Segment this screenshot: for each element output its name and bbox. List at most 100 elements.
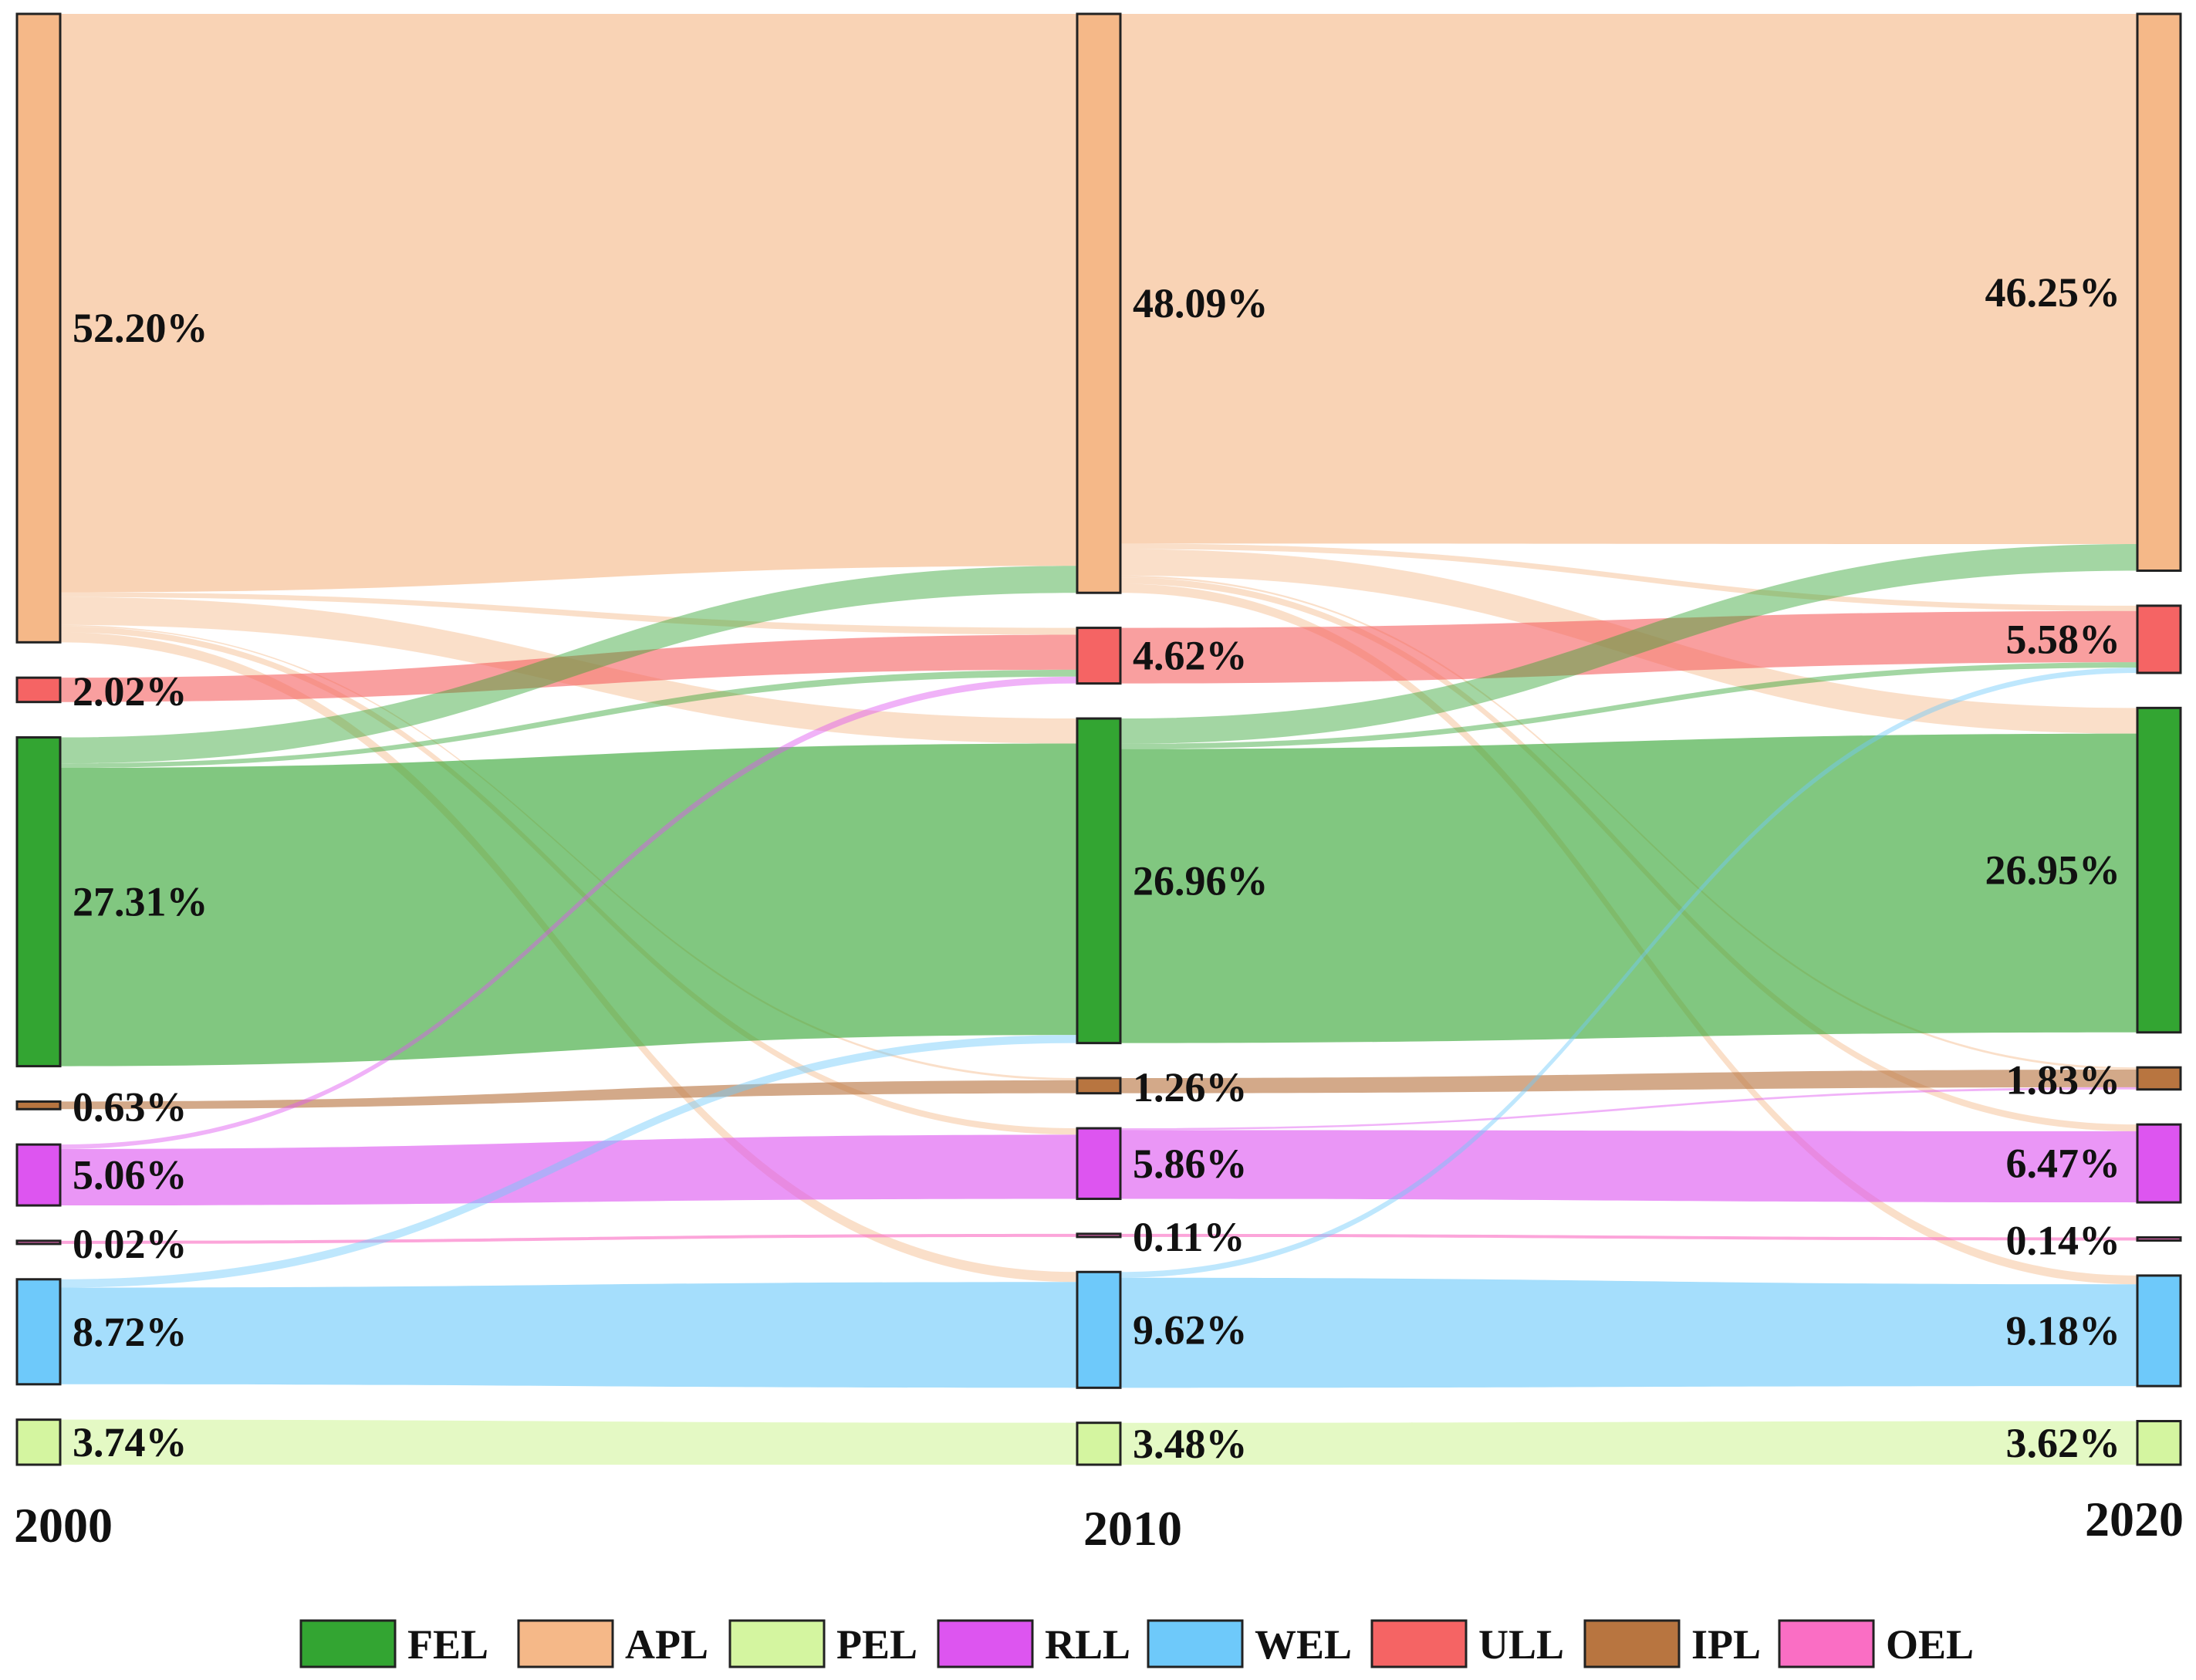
node-2000-pel	[15, 1418, 62, 1466]
label-2000-fel: 27.31%	[73, 879, 208, 925]
label-2000-ull: 2.02%	[73, 668, 188, 715]
legend-swatch-wel	[1147, 1619, 1244, 1668]
node-2000-ipl	[15, 1100, 62, 1110]
legend-swatch-apl	[517, 1619, 614, 1668]
label-2000-wel: 8.72%	[73, 1309, 188, 1355]
legend-item-ull: ULL	[1370, 1619, 1564, 1668]
flow-2000-2010-wel-to-wel	[60, 1282, 1077, 1388]
label-2010-wel: 9.62%	[1133, 1306, 1248, 1353]
flow-2000-2010-pel-to-pel	[60, 1419, 1077, 1465]
flow-2000-2010-rll-to-rll	[60, 1134, 1077, 1206]
label-2020-rll: 6.47%	[2006, 1141, 2121, 1187]
legend-swatch-rll	[937, 1619, 1034, 1668]
flow-2000-2010-apl-to-ull	[60, 592, 1077, 635]
flow-2010-2020-ull-to-ull	[1120, 610, 2137, 684]
label-2000-pel: 3.74%	[73, 1419, 188, 1465]
legend: FEL APL PEL RLL WEL ULL IPL OEL	[299, 1619, 1974, 1668]
label-2020-oel: 0.14%	[2006, 1217, 2121, 1263]
label-2010-apl: 48.09%	[1133, 280, 1269, 326]
label-2010-ull: 4.62%	[1133, 633, 1248, 679]
node-2020-ipl	[2136, 1066, 2182, 1091]
label-2000-oel: 0.02%	[73, 1221, 188, 1267]
node-2000-ull	[15, 676, 62, 704]
legend-item-oel: OEL	[1778, 1619, 1974, 1668]
flows-layer	[60, 14, 2137, 1465]
legend-swatch-oel	[1778, 1619, 1875, 1668]
flow-2010-2020-apl-to-ull	[1120, 543, 2137, 611]
flow-2010-2020-oel-to-oel	[1120, 1233, 2137, 1241]
node-2020-ull	[2136, 604, 2182, 674]
legend-swatch-fel	[299, 1619, 397, 1668]
flow-2010-2020-pel-to-pel	[1120, 1421, 2137, 1465]
label-2020-ull: 5.58%	[2006, 616, 2121, 662]
node-2000-rll	[15, 1143, 62, 1207]
label-2020-fel: 26.95%	[1985, 847, 2121, 894]
node-2000-fel	[15, 736, 62, 1068]
node-2010-fel	[1076, 717, 1122, 1045]
node-2020-apl	[2136, 12, 2182, 572]
flow-2000-2010-apl-to-apl	[60, 14, 1077, 593]
node-2020-rll	[2136, 1123, 2182, 1204]
label-2000-ipl: 0.63%	[73, 1083, 188, 1130]
node-2010-rll	[1076, 1127, 1122, 1200]
legend-label-wel: WEL	[1255, 1621, 1352, 1668]
legend-label-pel: PEL	[836, 1621, 917, 1668]
legend-swatch-pel	[728, 1619, 826, 1668]
flow-2010-2020-apl-to-apl	[1120, 14, 2137, 545]
label-2010-fel: 26.96%	[1133, 857, 1269, 904]
flow-2000-2010-oel-to-oel	[60, 1233, 1077, 1244]
label-2020-pel: 3.62%	[2006, 1420, 2121, 1466]
flow-2010-2020-rll-to-ipl	[1120, 1087, 2137, 1131]
flow-2010-2020-fel-to-ull	[1120, 662, 2137, 749]
flow-2000-2010-rll-to-ull	[60, 676, 1077, 1149]
label-2020-apl: 46.25%	[1985, 269, 2121, 316]
legend-label-ipl: IPL	[1691, 1621, 1761, 1668]
year-label-2010: 2010	[1083, 1501, 1182, 1556]
node-2010-apl	[1076, 12, 1122, 594]
label-2000-apl: 52.20%	[73, 305, 208, 351]
legend-item-wel: WEL	[1147, 1619, 1352, 1668]
legend-item-pel: PEL	[728, 1619, 917, 1668]
nodes-layer	[15, 12, 2182, 1466]
node-2020-pel	[2136, 1420, 2182, 1466]
year-label-2020: 2020	[2085, 1492, 2184, 1546]
node-2020-fel	[2136, 706, 2182, 1034]
label-2010-rll: 5.86%	[1133, 1141, 1248, 1187]
node-2020-wel	[2136, 1274, 2182, 1388]
flow-2000-2010-fel-to-fel	[60, 743, 1077, 1066]
node-2010-wel	[1076, 1270, 1122, 1389]
flow-2000-2010-ipl-to-ipl	[60, 1080, 1077, 1110]
node-2010-pel	[1076, 1421, 1122, 1466]
legend-label-ull: ULL	[1478, 1621, 1564, 1668]
legend-item-ipl: IPL	[1583, 1619, 1761, 1668]
flow-2010-2020-wel-to-ull	[1120, 668, 2137, 1278]
node-2000-apl	[15, 12, 62, 644]
legend-label-fel: FEL	[407, 1621, 488, 1668]
node-2010-oel	[1076, 1232, 1122, 1239]
node-2010-ipl	[1076, 1077, 1122, 1095]
labels-layer: 52.20% 2.02% 27.31% 0.63% 5.06% 0.02% 8.72% 3.7…	[73, 269, 2120, 1467]
legend-label-apl: APL	[625, 1621, 708, 1668]
flow-2010-2020-ipl-to-ipl	[1120, 1070, 2137, 1094]
node-2000-oel	[15, 1239, 62, 1246]
label-2020-wel: 9.18%	[2006, 1308, 2121, 1354]
label-2010-ipl: 1.26%	[1133, 1064, 1248, 1110]
flow-2010-2020-fel-to-fel	[1120, 733, 2137, 1043]
node-2010-ull	[1076, 627, 1122, 685]
legend-swatch-ull	[1370, 1619, 1468, 1668]
legend-item-fel: FEL	[299, 1619, 488, 1668]
legend-item-apl: APL	[517, 1619, 708, 1668]
flow-2000-2010-wel-to-fel	[60, 1035, 1077, 1288]
node-2000-wel	[15, 1278, 62, 1386]
label-2010-oel: 0.11%	[1133, 1214, 1245, 1260]
flow-2000-2010-fel-to-apl	[60, 566, 1077, 764]
label-2020-ipl: 1.83%	[2006, 1056, 2121, 1103]
legend-item-rll: RLL	[937, 1619, 1130, 1668]
legend-swatch-ipl	[1583, 1619, 1681, 1668]
year-label-2000: 2000	[14, 1498, 113, 1553]
node-2020-oel	[2136, 1235, 2182, 1242]
year-axis-labels: 2000 2010 2020	[14, 1492, 2184, 1556]
flow-2000-2010-fel-to-ull	[60, 669, 1077, 768]
flow-2010-2020-wel-to-wel	[1120, 1277, 2137, 1388]
